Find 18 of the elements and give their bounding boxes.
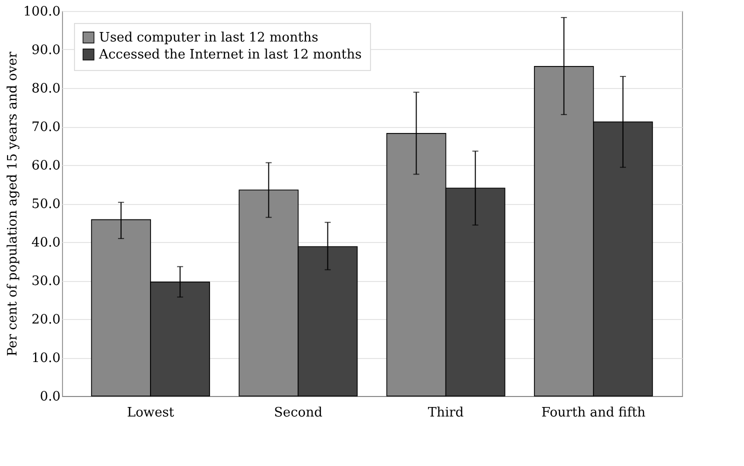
y-tick-label: 60.0 — [32, 158, 60, 174]
x-tick-label: Second — [274, 406, 322, 420]
y-tick-label: 90.0 — [32, 43, 60, 58]
y-tick-label: 100.0 — [23, 4, 60, 20]
legend-label: Accessed the Internet in last 12 months — [98, 48, 362, 62]
legend-label: Used computer in last 12 months — [99, 30, 318, 46]
x-tick-label: Lowest — [126, 406, 175, 420]
x-tick-label: Third — [428, 406, 464, 420]
y-axis-title: Per cent of population aged 15 years and over — [5, 50, 20, 356]
y-tick-label: 30.0 — [32, 274, 60, 289]
y-tick-label: 20.0 — [32, 312, 60, 328]
y-tick-label: 80.0 — [32, 82, 60, 96]
y-tick-label: 70.0 — [32, 120, 60, 135]
y-tick-label: 50.0 — [32, 197, 60, 212]
x-tick-label: Fourth and fifth — [541, 406, 646, 420]
y-tick-label: 10.0 — [32, 351, 60, 366]
y-tick-label: 40.0 — [32, 236, 60, 250]
y-tick-label: 0.0 — [40, 390, 60, 404]
